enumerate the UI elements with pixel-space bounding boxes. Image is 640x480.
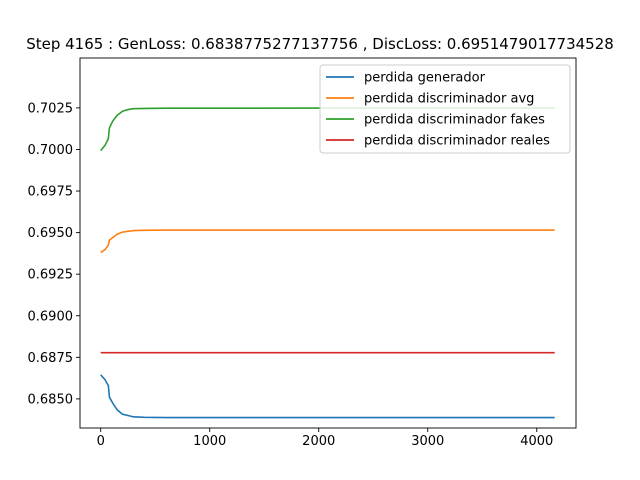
series-line-1 — [100, 374, 555, 419]
x-tick-label: 4000 — [520, 434, 553, 449]
series-line-2 — [100, 229, 555, 254]
y-tick-label: 0.6950 — [28, 226, 74, 241]
plot-area-frame — [79, 57, 577, 429]
y-tick-label: 0.7025 — [28, 101, 74, 116]
x-tick-label: 2000 — [302, 434, 335, 449]
x-tick-label: 3000 — [411, 434, 444, 449]
legend-label: perdida generador — [364, 71, 486, 86]
legend: perdida generador perdida discriminador a… — [319, 64, 571, 154]
legend-label: perdida discriminador reales — [364, 134, 550, 149]
y-tick-label: 0.6900 — [28, 309, 74, 324]
series-line-3 — [100, 107, 555, 152]
chart-title: Step 4165 : GenLoss: 0.6838775277137756 … — [26, 35, 614, 53]
x-tick-label: 1000 — [193, 434, 226, 449]
legend-label: perdida discriminador avg — [364, 92, 534, 107]
y-tick-label: 0.7000 — [28, 143, 74, 158]
x-axis: 0 1000 2000 3000 4000 — [97, 428, 553, 449]
y-tick-label: 0.6875 — [28, 351, 74, 366]
y-axis: 0.6850 0.6875 0.6900 0.6925 0.6950 0.6975 0.70… — [28, 101, 80, 407]
y-tick-label: 0.6925 — [28, 268, 74, 283]
y-tick-label: 0.6850 — [28, 392, 74, 407]
legend-label: perdida discriminador fakes — [364, 113, 545, 128]
x-tick-label: 0 — [97, 434, 105, 449]
series-layer — [100, 107, 555, 419]
y-tick-label: 0.6975 — [28, 185, 74, 200]
legend-box — [319, 64, 571, 154]
